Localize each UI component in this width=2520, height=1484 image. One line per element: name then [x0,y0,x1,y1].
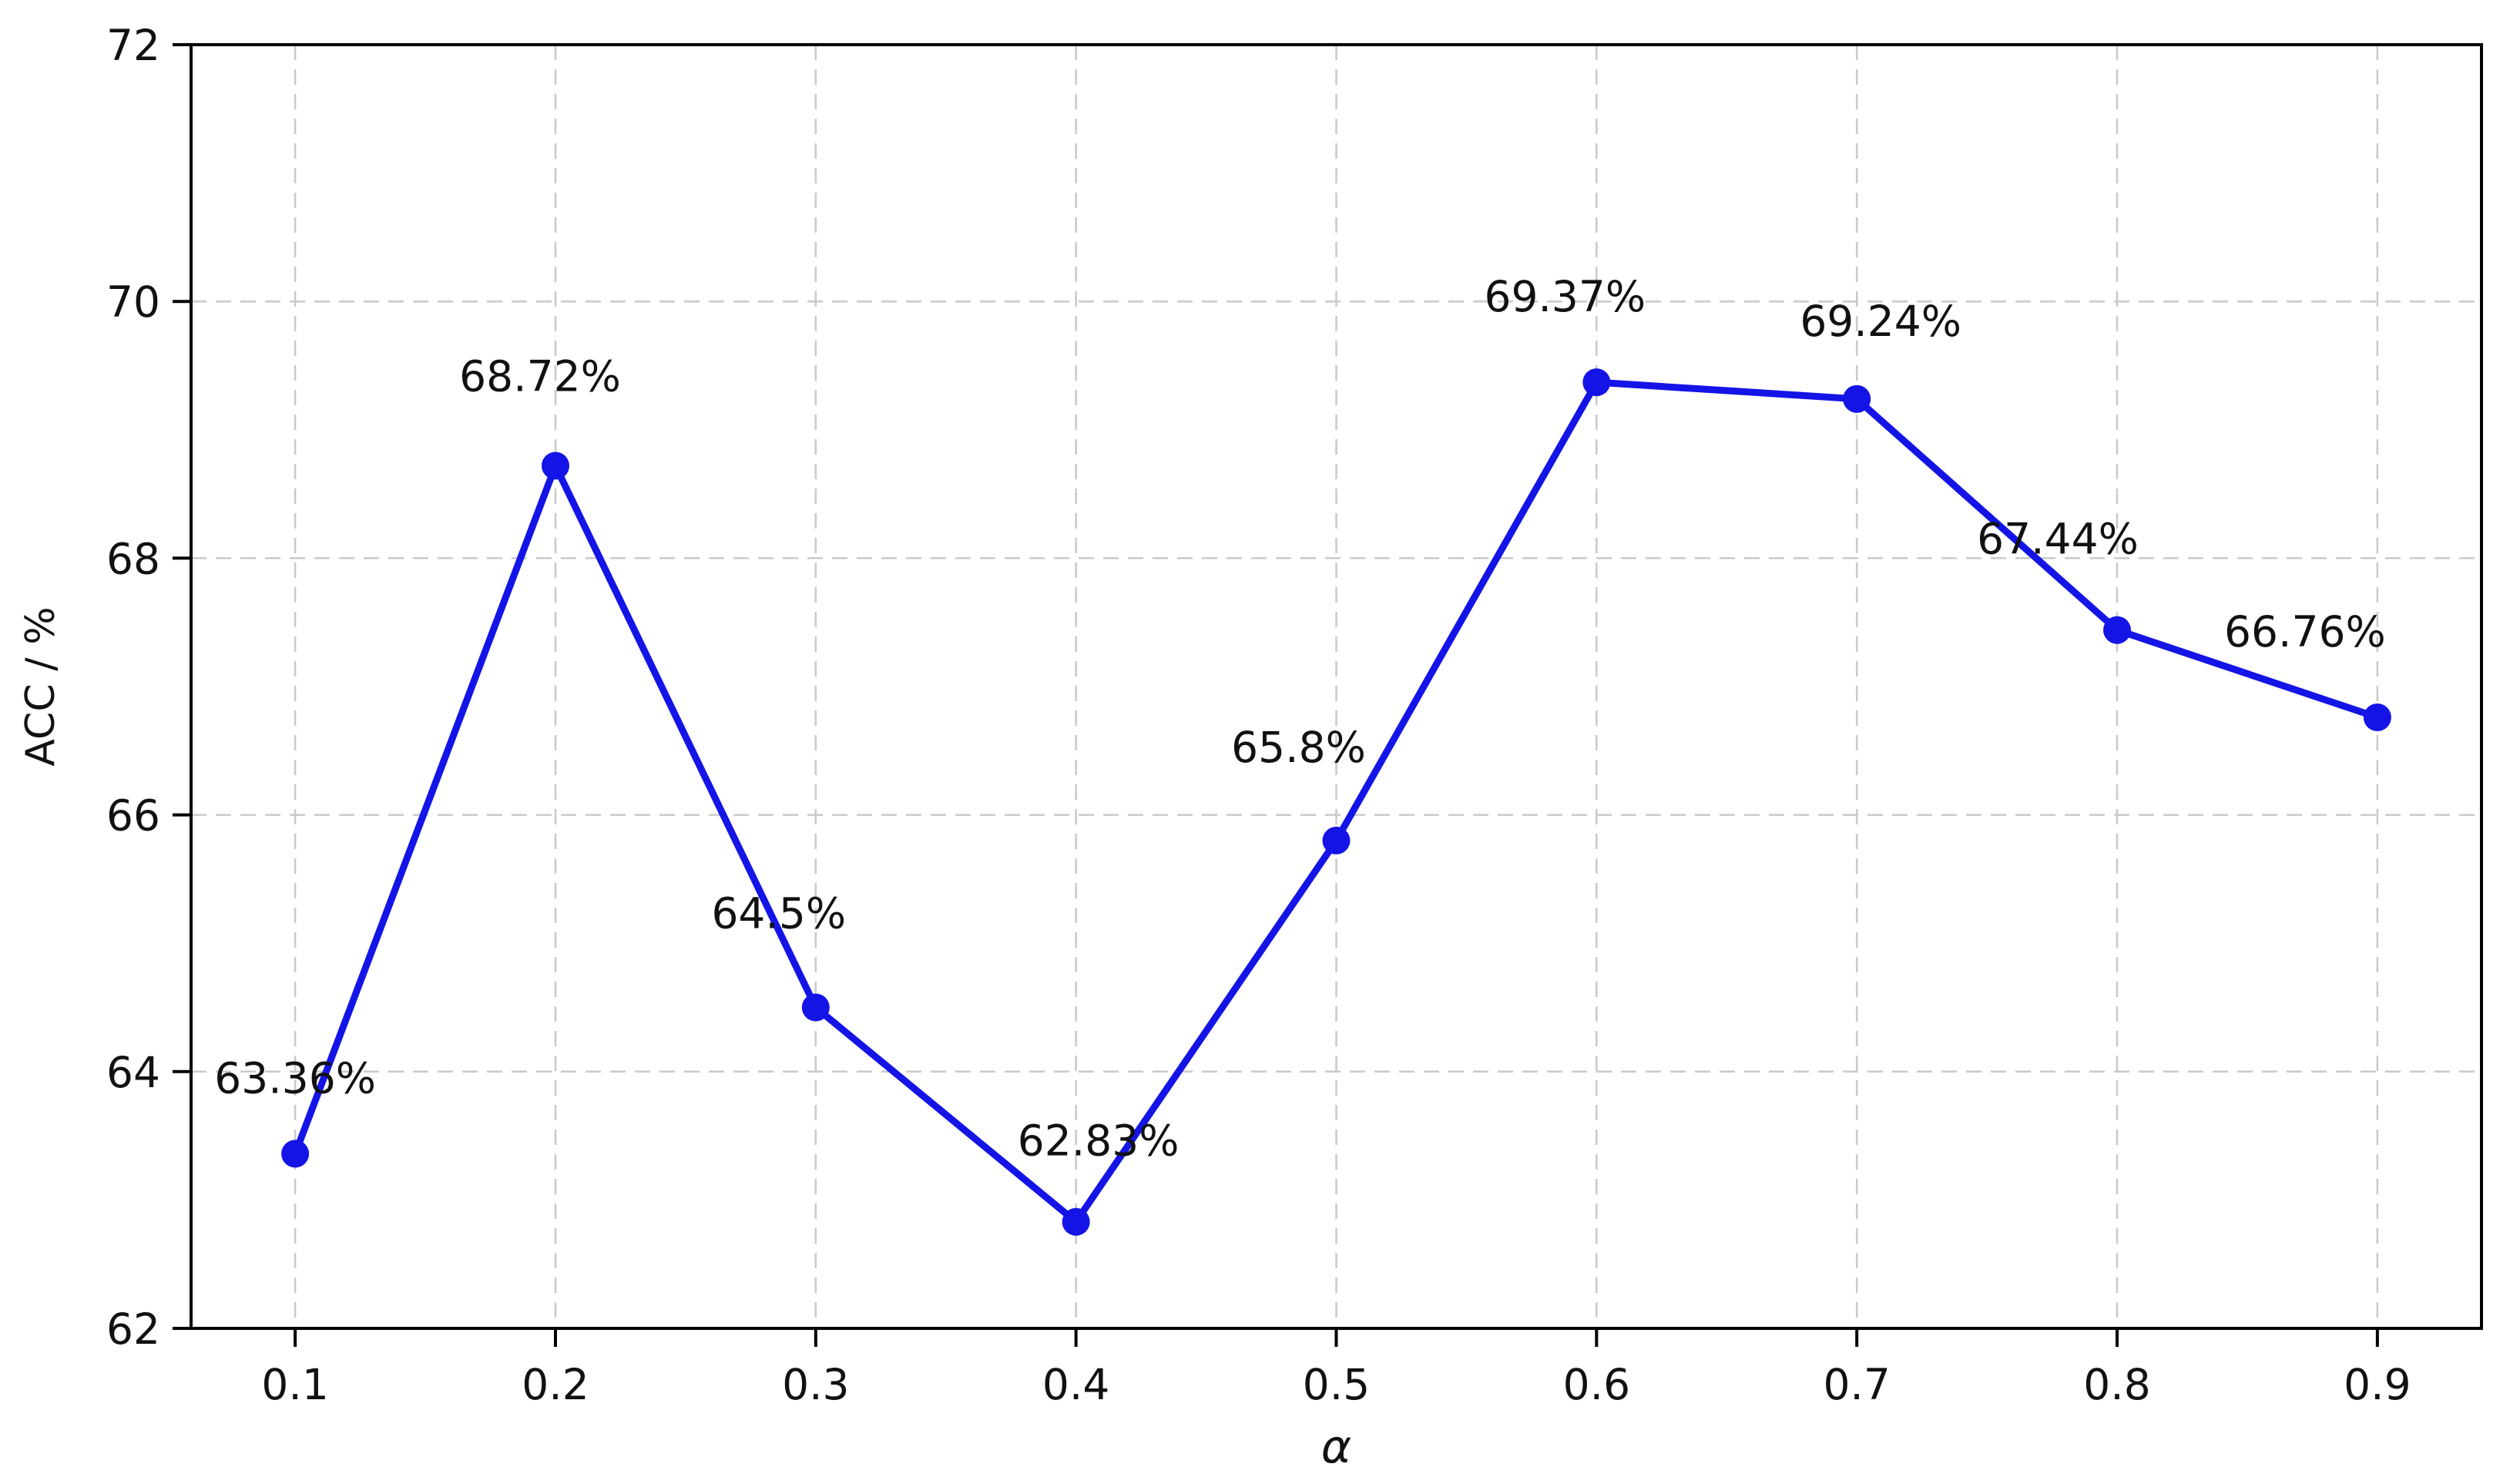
x-tick-label: 0.8 [2083,1360,2150,1409]
y-tick-label: 70 [106,277,160,327]
point-value-labels: 63.36% 68.72% 64.5% 62.83% 65.8% 69.37% 69.24%… [214,272,2385,1166]
data-point-marker [1843,384,1871,413]
point-value-label: 64.5% [711,889,846,938]
point-value-label: 69.37% [1484,272,1646,321]
axis-ticks [173,43,2379,1347]
x-tick-label: 0.5 [1303,1360,1370,1409]
point-value-label: 63.36% [214,1053,376,1103]
point-value-label: 69.24% [1800,297,1961,346]
y-tick-label: 72 [106,21,160,70]
x-tick-label: 0.7 [1823,1360,1890,1409]
point-value-label: 66.76% [2224,607,2386,656]
data-point-marker [2103,616,2132,644]
data-points [281,368,2391,1236]
data-point-marker [541,452,569,480]
data-point-marker [1582,368,1611,397]
data-point-marker [2363,703,2391,731]
x-tick-label: 0.3 [782,1360,849,1409]
series-line [291,378,2381,1226]
x-tick-label: 0.1 [261,1360,328,1409]
point-value-label: 65.8% [1231,723,1366,772]
y-tick-labels: 62 64 66 68 70 72 [106,21,160,1354]
x-tick-labels: 0.1 0.2 0.3 0.4 0.5 0.6 0.7 0.8 0.9 [261,1360,2411,1409]
y-tick-label: 64 [106,1048,160,1097]
x-axis-label: α [1321,1420,1352,1474]
x-tick-label: 0.6 [1563,1360,1630,1409]
x-tick-label: 0.2 [522,1360,589,1409]
point-value-label: 68.72% [459,351,621,401]
data-point-marker [1062,1207,1090,1236]
gridlines [191,45,2481,1328]
data-point-marker [1322,826,1351,854]
x-tick-label: 0.4 [1042,1360,1109,1409]
data-point-marker [801,993,830,1022]
y-tick-label: 66 [106,791,160,841]
data-series [291,378,2381,1226]
point-value-label: 67.44% [1977,515,2139,564]
y-tick-label: 68 [106,534,160,583]
y-axis-label: ACC / % [18,606,64,766]
point-value-label: 62.83% [1018,1116,1179,1166]
y-tick-label: 62 [106,1304,160,1354]
data-point-marker [281,1140,310,1168]
x-tick-label: 0.9 [2344,1360,2411,1409]
plot-frame [190,43,2483,1330]
